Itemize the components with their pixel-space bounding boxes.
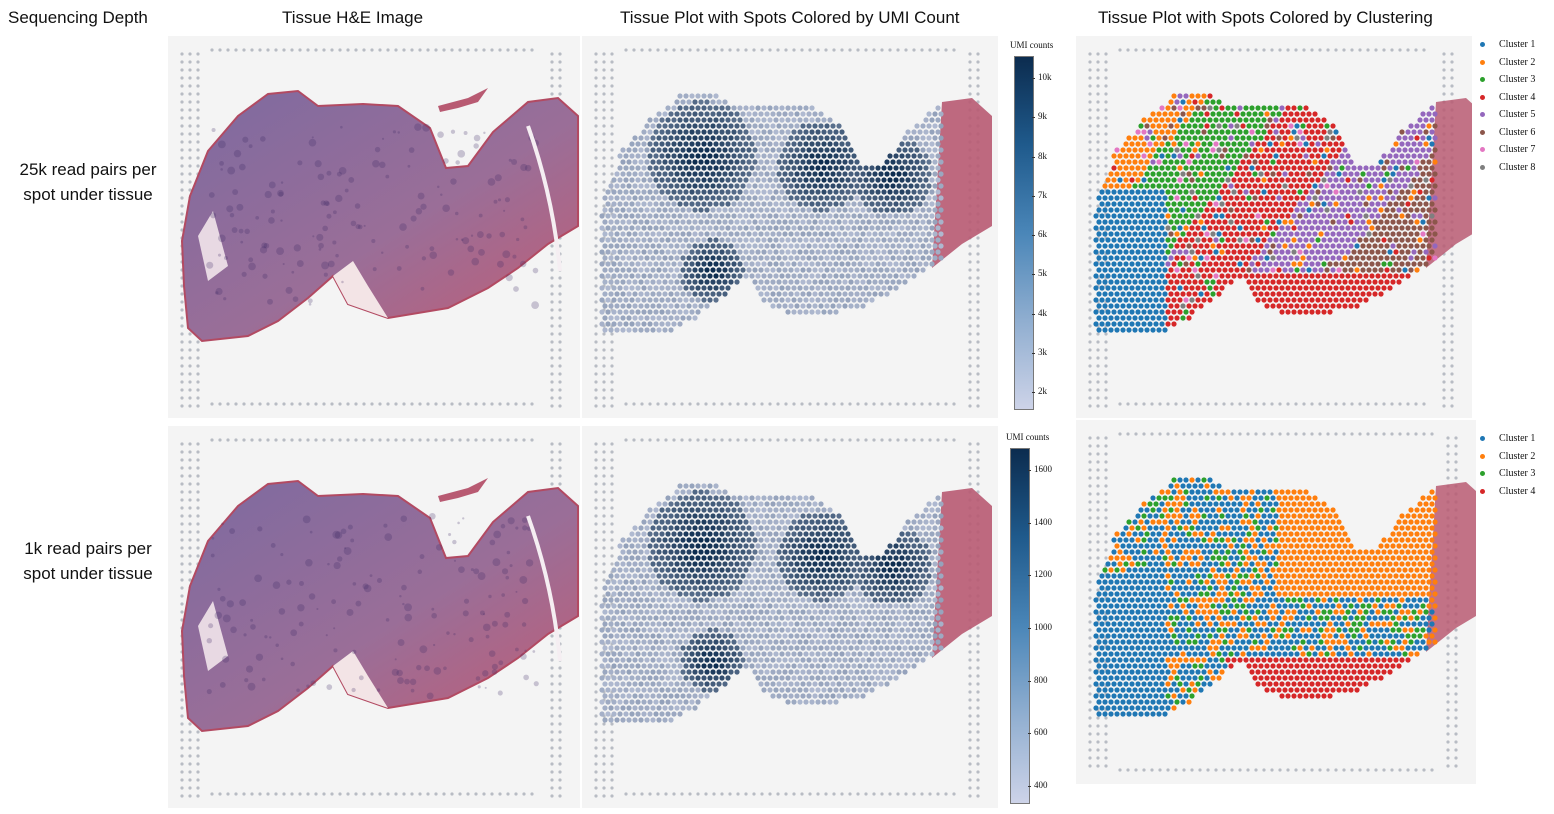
umi-spots [599, 93, 992, 333]
colorbar-tick-label: 1000 [1034, 622, 1052, 632]
colorbar-tick-label: 600 [1034, 727, 1048, 738]
colorbar-tick-mark [1028, 522, 1031, 524]
colorbar-tick-label: 6k [1038, 229, 1047, 239]
umi-spots [599, 483, 992, 723]
he-tissue [180, 478, 579, 733]
colorbar-tick-label: 8k [1038, 150, 1047, 161]
legend-item: Cluster 4 [1480, 89, 1535, 107]
legend-label: Cluster 1 [1499, 39, 1536, 51]
colorbar-tick-mark [1032, 274, 1035, 276]
legend-dot-icon [1480, 453, 1485, 459]
cluster-legend-25k: Cluster 1 Cluster 2 Cluster 3 Cluster 4 Clus… [1480, 36, 1535, 176]
umi-colorbar-25k: UMI counts 10k 9k 8k 7k 6k 5k 4k 3k 2k [1010, 40, 1070, 412]
legend-item: Cluster 3 [1480, 465, 1535, 483]
legend-dot-icon [1480, 77, 1485, 83]
legend-item: Cluster 5 [1480, 106, 1535, 124]
header-he-image: Tissue H&E Image [282, 8, 424, 27]
header-cluster-plot: Tissue Plot with Spots Colored by Cluste… [1098, 8, 1433, 27]
colorbar-tick-mark [1028, 575, 1031, 577]
colorbar-tick-label: 1600 [1034, 464, 1052, 474]
legend-label: Cluster 1 [1499, 433, 1536, 445]
legend-label: Cluster 2 [1499, 450, 1536, 462]
cluster-plot-1k [1076, 420, 1476, 784]
cluster-plot-25k [1076, 36, 1472, 418]
colorbar-tick-mark [1028, 470, 1031, 471]
umi-plot-1k [582, 426, 998, 808]
legend-dot-icon [1480, 112, 1485, 118]
colorbar-tick-label: 7k [1038, 189, 1047, 200]
legend-dot-icon [1480, 42, 1485, 48]
row-label-1k: 1k read pairs per spot under tissue [23, 539, 153, 583]
colorbar-tick-mark [1032, 195, 1035, 197]
legend-label: Cluster 5 [1499, 109, 1536, 121]
legend-dot-icon [1480, 488, 1485, 494]
he-image-1k [168, 426, 580, 808]
legend-dot-icon [1480, 94, 1485, 100]
colorbar-tick-label: 9k [1038, 111, 1047, 122]
legend-item: Cluster 8 [1480, 159, 1535, 177]
legend-dot-icon [1480, 147, 1485, 153]
colorbar-tick-label: 10k [1038, 72, 1052, 82]
colorbar-tick-mark [1032, 392, 1035, 393]
legend-item: Cluster 1 [1480, 430, 1535, 448]
legend-dot-icon [1480, 471, 1485, 477]
umi-plot-25k [582, 36, 998, 418]
colorbar-tick-mark [1032, 156, 1035, 158]
colorbar-tick-mark [1028, 786, 1031, 787]
colorbar-gradient [1010, 448, 1030, 804]
legend-label: Cluster 3 [1499, 74, 1536, 86]
legend-dot-icon [1480, 436, 1485, 442]
legend-dot-icon [1480, 129, 1485, 135]
colorbar-tick-mark [1032, 235, 1035, 236]
legend-label: Cluster 6 [1499, 126, 1536, 138]
legend-item: Cluster 4 [1480, 483, 1535, 501]
colorbar-tick-label: 1200 [1034, 569, 1052, 580]
colorbar-tick-mark [1032, 117, 1035, 119]
legend-label: Cluster 8 [1499, 161, 1536, 173]
colorbar-tick-mark [1028, 628, 1031, 629]
colorbar-tick-label: 400 [1034, 780, 1048, 790]
header-umi-plot: Tissue Plot with Spots Colored by UMI Co… [620, 8, 960, 27]
colorbar-title: UMI counts [1010, 40, 1054, 50]
legend-label: Cluster 2 [1499, 56, 1536, 68]
colorbar-tick-label: 1400 [1034, 516, 1052, 527]
fiducial-frame [594, 438, 980, 798]
colorbar-tick-label: 800 [1034, 674, 1048, 685]
colorbar-gradient [1014, 56, 1034, 410]
row-label-25k: 25k read pairs per spot under tissue [19, 160, 157, 204]
legend-label: Cluster 3 [1499, 468, 1536, 480]
colorbar-title: UMI counts [1006, 432, 1050, 442]
legend-item: Cluster 1 [1480, 36, 1535, 54]
legend-label: Cluster 4 [1499, 485, 1536, 497]
legend-item: Cluster 2 [1480, 448, 1535, 466]
cluster-legend-1k: Cluster 1 Cluster 2 Cluster 3 Cluster 4 [1480, 430, 1535, 500]
colorbar-tick-label: 4k [1038, 307, 1047, 318]
legend-item: Cluster 7 [1480, 141, 1535, 159]
header-sequencing-depth: Sequencing Depth [8, 8, 148, 27]
colorbar-tick-mark [1028, 733, 1031, 735]
legend-label: Cluster 7 [1499, 144, 1536, 156]
colorbar-tick-mark [1032, 78, 1035, 79]
colorbar-tick-label: 5k [1038, 268, 1047, 279]
colorbar-tick-mark [1028, 680, 1031, 682]
legend-item: Cluster 3 [1480, 71, 1535, 89]
legend-dot-icon [1480, 59, 1485, 65]
cluster-spots [1093, 93, 1472, 333]
he-image-25k [168, 36, 580, 418]
legend-item: Cluster 2 [1480, 54, 1535, 72]
legend-dot-icon [1480, 164, 1485, 170]
colorbar-tick-label: 3k [1038, 346, 1047, 357]
colorbar-tick-mark [1032, 352, 1035, 354]
colorbar-tick-label: 2k [1038, 386, 1047, 396]
legend-label: Cluster 4 [1499, 91, 1536, 103]
cluster-spots [1093, 477, 1476, 717]
legend-item: Cluster 6 [1480, 124, 1535, 142]
umi-colorbar-1k: UMI counts 1600 1400 1200 1000 800 600 400 [1006, 432, 1066, 806]
colorbar-tick-mark [1032, 313, 1035, 315]
he-tissue [180, 88, 579, 343]
